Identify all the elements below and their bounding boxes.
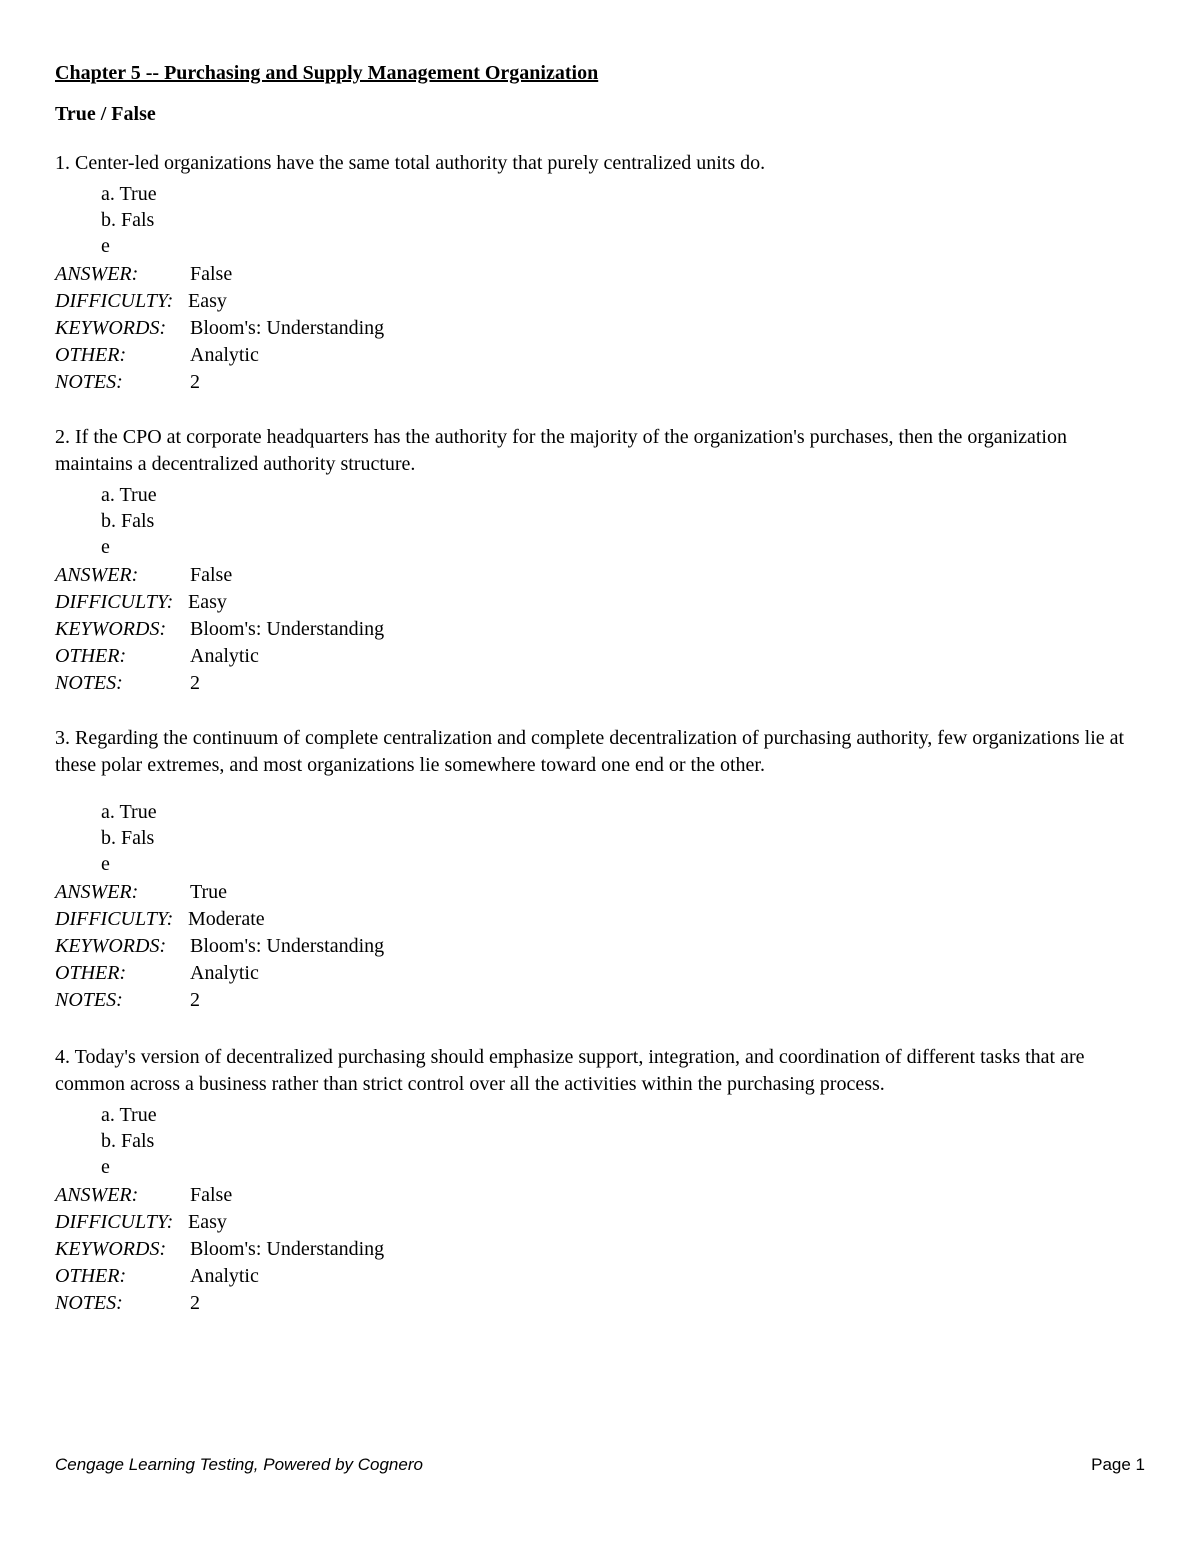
question-4: 4. Today's version of decentralized purc… [55,1044,1145,1317]
choice-a: a. True [101,1102,1145,1128]
choice-a: a. True [101,181,1145,207]
label-notes: NOTES: [55,987,190,1014]
label-other: OTHER: [55,643,190,670]
keywords-value: Bloom's: Understanding [190,315,384,342]
label-other: OTHER: [55,1263,190,1290]
difficulty-value: Easy [188,1209,227,1236]
question-number: 2. [55,426,70,448]
answer-value: True [190,879,227,906]
keywords-value: Bloom's: Understanding [190,933,384,960]
footer-right: Page 1 [1091,1455,1145,1475]
question-body: Regarding the continuum of complete cent… [55,727,1124,776]
question-3: 3. Regarding the continuum of complete c… [55,725,1145,1014]
section-type: True / False [55,103,1145,126]
label-notes: NOTES: [55,670,190,697]
choice-b: b. Fals e [101,207,163,259]
question-text: 2. If the CPO at corporate headquarters … [55,424,1145,478]
answer-value: False [190,562,232,589]
question-number: 4. [55,1046,70,1068]
answer-value: False [190,261,232,288]
question-number: 3. [55,727,70,749]
choice-a: a. True [101,482,1145,508]
label-other: OTHER: [55,960,190,987]
answer-value: False [190,1182,232,1209]
choice-b: b. Fals e [101,825,163,877]
notes-value: 2 [190,1290,200,1317]
label-notes: NOTES: [55,369,190,396]
label-other: OTHER: [55,342,190,369]
label-difficulty: DIFFICULTY: [55,288,188,315]
question-meta: ANSWER:True DIFFICULTY:Moderate KEYWORDS… [55,879,1145,1014]
question-text: 1. Center-led organizations have the sam… [55,150,1145,177]
choice-a: a. True [101,799,1145,825]
label-keywords: KEYWORDS: [55,933,190,960]
difficulty-value: Easy [188,589,227,616]
choices: a. True b. Fals e [101,181,1145,259]
other-value: Analytic [190,643,259,670]
notes-value: 2 [190,987,200,1014]
notes-value: 2 [190,369,200,396]
label-answer: ANSWER: [55,562,190,589]
label-answer: ANSWER: [55,1182,190,1209]
question-body: Today's version of decentralized purchas… [55,1046,1085,1095]
notes-value: 2 [190,670,200,697]
label-keywords: KEYWORDS: [55,616,190,643]
other-value: Analytic [190,342,259,369]
label-answer: ANSWER: [55,261,190,288]
choices: a. True b. Fals e [101,482,1145,560]
label-keywords: KEYWORDS: [55,315,190,342]
question-meta: ANSWER:False DIFFICULTY:Easy KEYWORDS:Bl… [55,562,1145,697]
question-1: 1. Center-led organizations have the sam… [55,150,1145,396]
choice-b: b. Fals e [101,508,163,560]
question-body: Center-led organizations have the same t… [75,152,765,174]
question-text: 3. Regarding the continuum of complete c… [55,725,1145,779]
question-body: If the CPO at corporate headquarters has… [55,426,1067,475]
choice-b: b. Fals e [101,1128,163,1180]
choices: a. True b. Fals e [101,1102,1145,1180]
label-answer: ANSWER: [55,879,190,906]
question-meta: ANSWER:False DIFFICULTY:Easy KEYWORDS:Bl… [55,261,1145,396]
other-value: Analytic [190,1263,259,1290]
chapter-title: Chapter 5 -- Purchasing and Supply Manag… [55,62,1145,85]
label-difficulty: DIFFICULTY: [55,589,188,616]
question-text: 4. Today's version of decentralized purc… [55,1044,1145,1098]
page-footer: Cengage Learning Testing, Powered by Cog… [55,1455,1145,1475]
difficulty-value: Moderate [188,906,265,933]
other-value: Analytic [190,960,259,987]
keywords-value: Bloom's: Understanding [190,1236,384,1263]
label-difficulty: DIFFICULTY: [55,1209,188,1236]
document-page: Chapter 5 -- Purchasing and Supply Manag… [0,0,1200,1553]
question-2: 2. If the CPO at corporate headquarters … [55,424,1145,697]
label-keywords: KEYWORDS: [55,1236,190,1263]
difficulty-value: Easy [188,288,227,315]
label-notes: NOTES: [55,1290,190,1317]
label-difficulty: DIFFICULTY: [55,906,188,933]
choices: a. True b. Fals e [101,799,1145,877]
footer-left: Cengage Learning Testing, Powered by Cog… [55,1455,423,1475]
question-meta: ANSWER:False DIFFICULTY:Easy KEYWORDS:Bl… [55,1182,1145,1317]
question-number: 1. [55,152,70,174]
keywords-value: Bloom's: Understanding [190,616,384,643]
